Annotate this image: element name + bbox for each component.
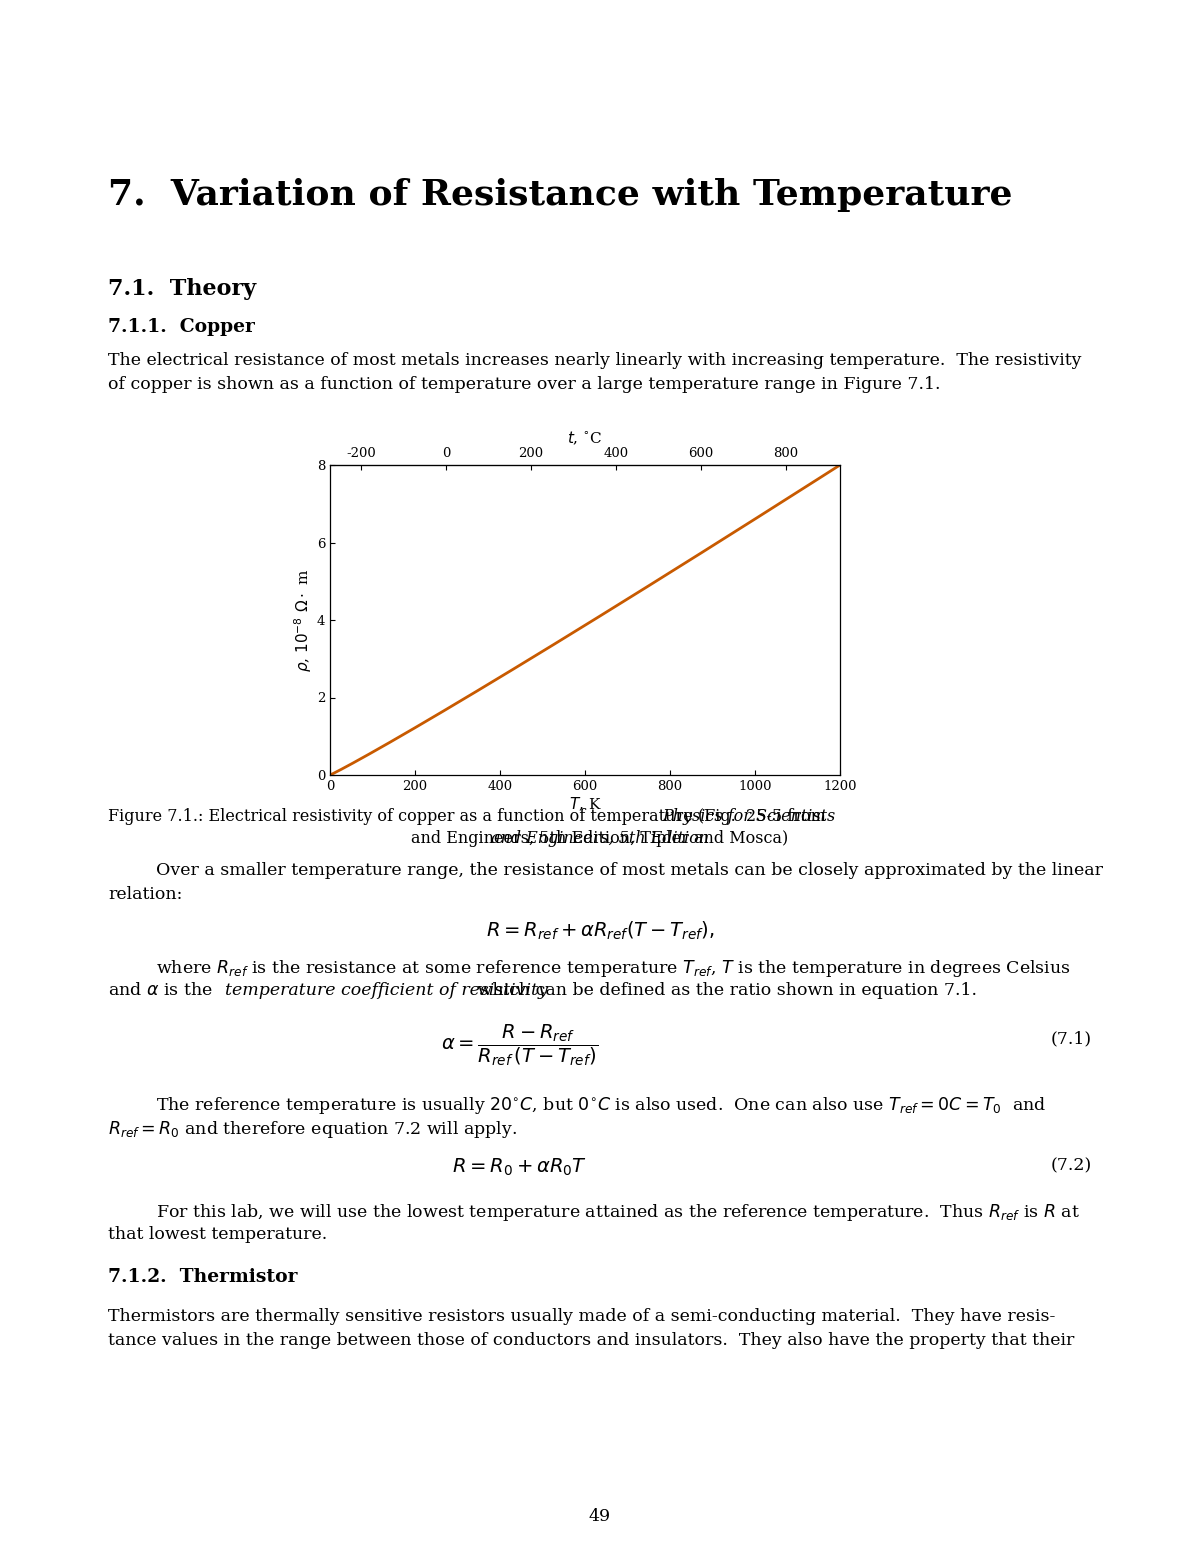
Text: 7.  Variation of Resistance with Temperature: 7. Variation of Resistance with Temperat… bbox=[108, 179, 1013, 213]
Text: 7.1.2.  Thermistor: 7.1.2. Thermistor bbox=[108, 1267, 298, 1286]
Text: 49: 49 bbox=[589, 1508, 611, 1525]
Text: The reference temperature is usually $20^{\circ}C$, but $0^{\circ}C$ is also use: The reference temperature is usually $20… bbox=[156, 1095, 1046, 1117]
Text: and Engineers, 5th Edition: and Engineers, 5th Edition bbox=[491, 829, 709, 846]
Text: temperature coefficient of resistivity: temperature coefficient of resistivity bbox=[226, 981, 548, 999]
Text: 7.1.  Theory: 7.1. Theory bbox=[108, 278, 256, 300]
Text: (7.1): (7.1) bbox=[1051, 1030, 1092, 1047]
Text: and $\alpha$ is the: and $\alpha$ is the bbox=[108, 981, 214, 999]
Text: $R_{ref} = R_0$ and therefore equation 7.2 will apply.: $R_{ref} = R_0$ and therefore equation 7… bbox=[108, 1120, 517, 1140]
Text: The electrical resistance of most metals increases nearly linearly with increasi: The electrical resistance of most metals… bbox=[108, 353, 1081, 370]
Text: and Engineers, 5th Edition, Tipler and Mosca): and Engineers, 5th Edition, Tipler and M… bbox=[412, 829, 788, 846]
Text: Physics for Scientists: Physics for Scientists bbox=[662, 808, 835, 825]
Text: Thermistors are thermally sensitive resistors usually made of a semi-conducting : Thermistors are thermally sensitive resi… bbox=[108, 1308, 1055, 1325]
Text: $\alpha = \dfrac{R - R_{ref}}{R_{ref}\,(T - T_{ref})}$: $\alpha = \dfrac{R - R_{ref}}{R_{ref}\,(… bbox=[442, 1022, 599, 1067]
Text: which can be defined as the ratio shown in equation 7.1.: which can be defined as the ratio shown … bbox=[472, 981, 977, 999]
X-axis label: $T$, K: $T$, K bbox=[569, 795, 601, 814]
Text: of copper is shown as a function of temperature over a large temperature range i: of copper is shown as a function of temp… bbox=[108, 376, 941, 393]
Text: that lowest temperature.: that lowest temperature. bbox=[108, 1225, 328, 1242]
Text: Over a smaller temperature range, the resistance of most metals can be closely a: Over a smaller temperature range, the re… bbox=[156, 862, 1103, 879]
Y-axis label: $\rho$, $10^{-8}\ \Omega\cdot$ m: $\rho$, $10^{-8}\ \Omega\cdot$ m bbox=[292, 568, 314, 672]
Text: 7.1.1.  Copper: 7.1.1. Copper bbox=[108, 318, 254, 335]
Text: For this lab, we will use the lowest temperature attained as the reference tempe: For this lab, we will use the lowest tem… bbox=[156, 1202, 1080, 1224]
Text: tance values in the range between those of conductors and insulators.  They also: tance values in the range between those … bbox=[108, 1332, 1074, 1350]
Text: (7.2): (7.2) bbox=[1051, 1157, 1092, 1174]
Text: relation:: relation: bbox=[108, 887, 182, 902]
X-axis label: $t$, $^{\circ}$C: $t$, $^{\circ}$C bbox=[568, 429, 602, 447]
Text: where $R_{ref}$ is the resistance at some reference temperature $T_{ref}$, $T$ i: where $R_{ref}$ is the resistance at som… bbox=[156, 958, 1070, 978]
Text: Figure 7.1.: Electrical resistivity of copper as a function of temperature (Fig.: Figure 7.1.: Electrical resistivity of c… bbox=[108, 808, 830, 825]
Text: $R = R_0 + \alpha R_0 T$: $R = R_0 + \alpha R_0 T$ bbox=[452, 1157, 588, 1179]
Text: $R = R_{ref} + \alpha R_{ref}(T - T_{ref}),$: $R = R_{ref} + \alpha R_{ref}(T - T_{ref… bbox=[486, 919, 714, 943]
